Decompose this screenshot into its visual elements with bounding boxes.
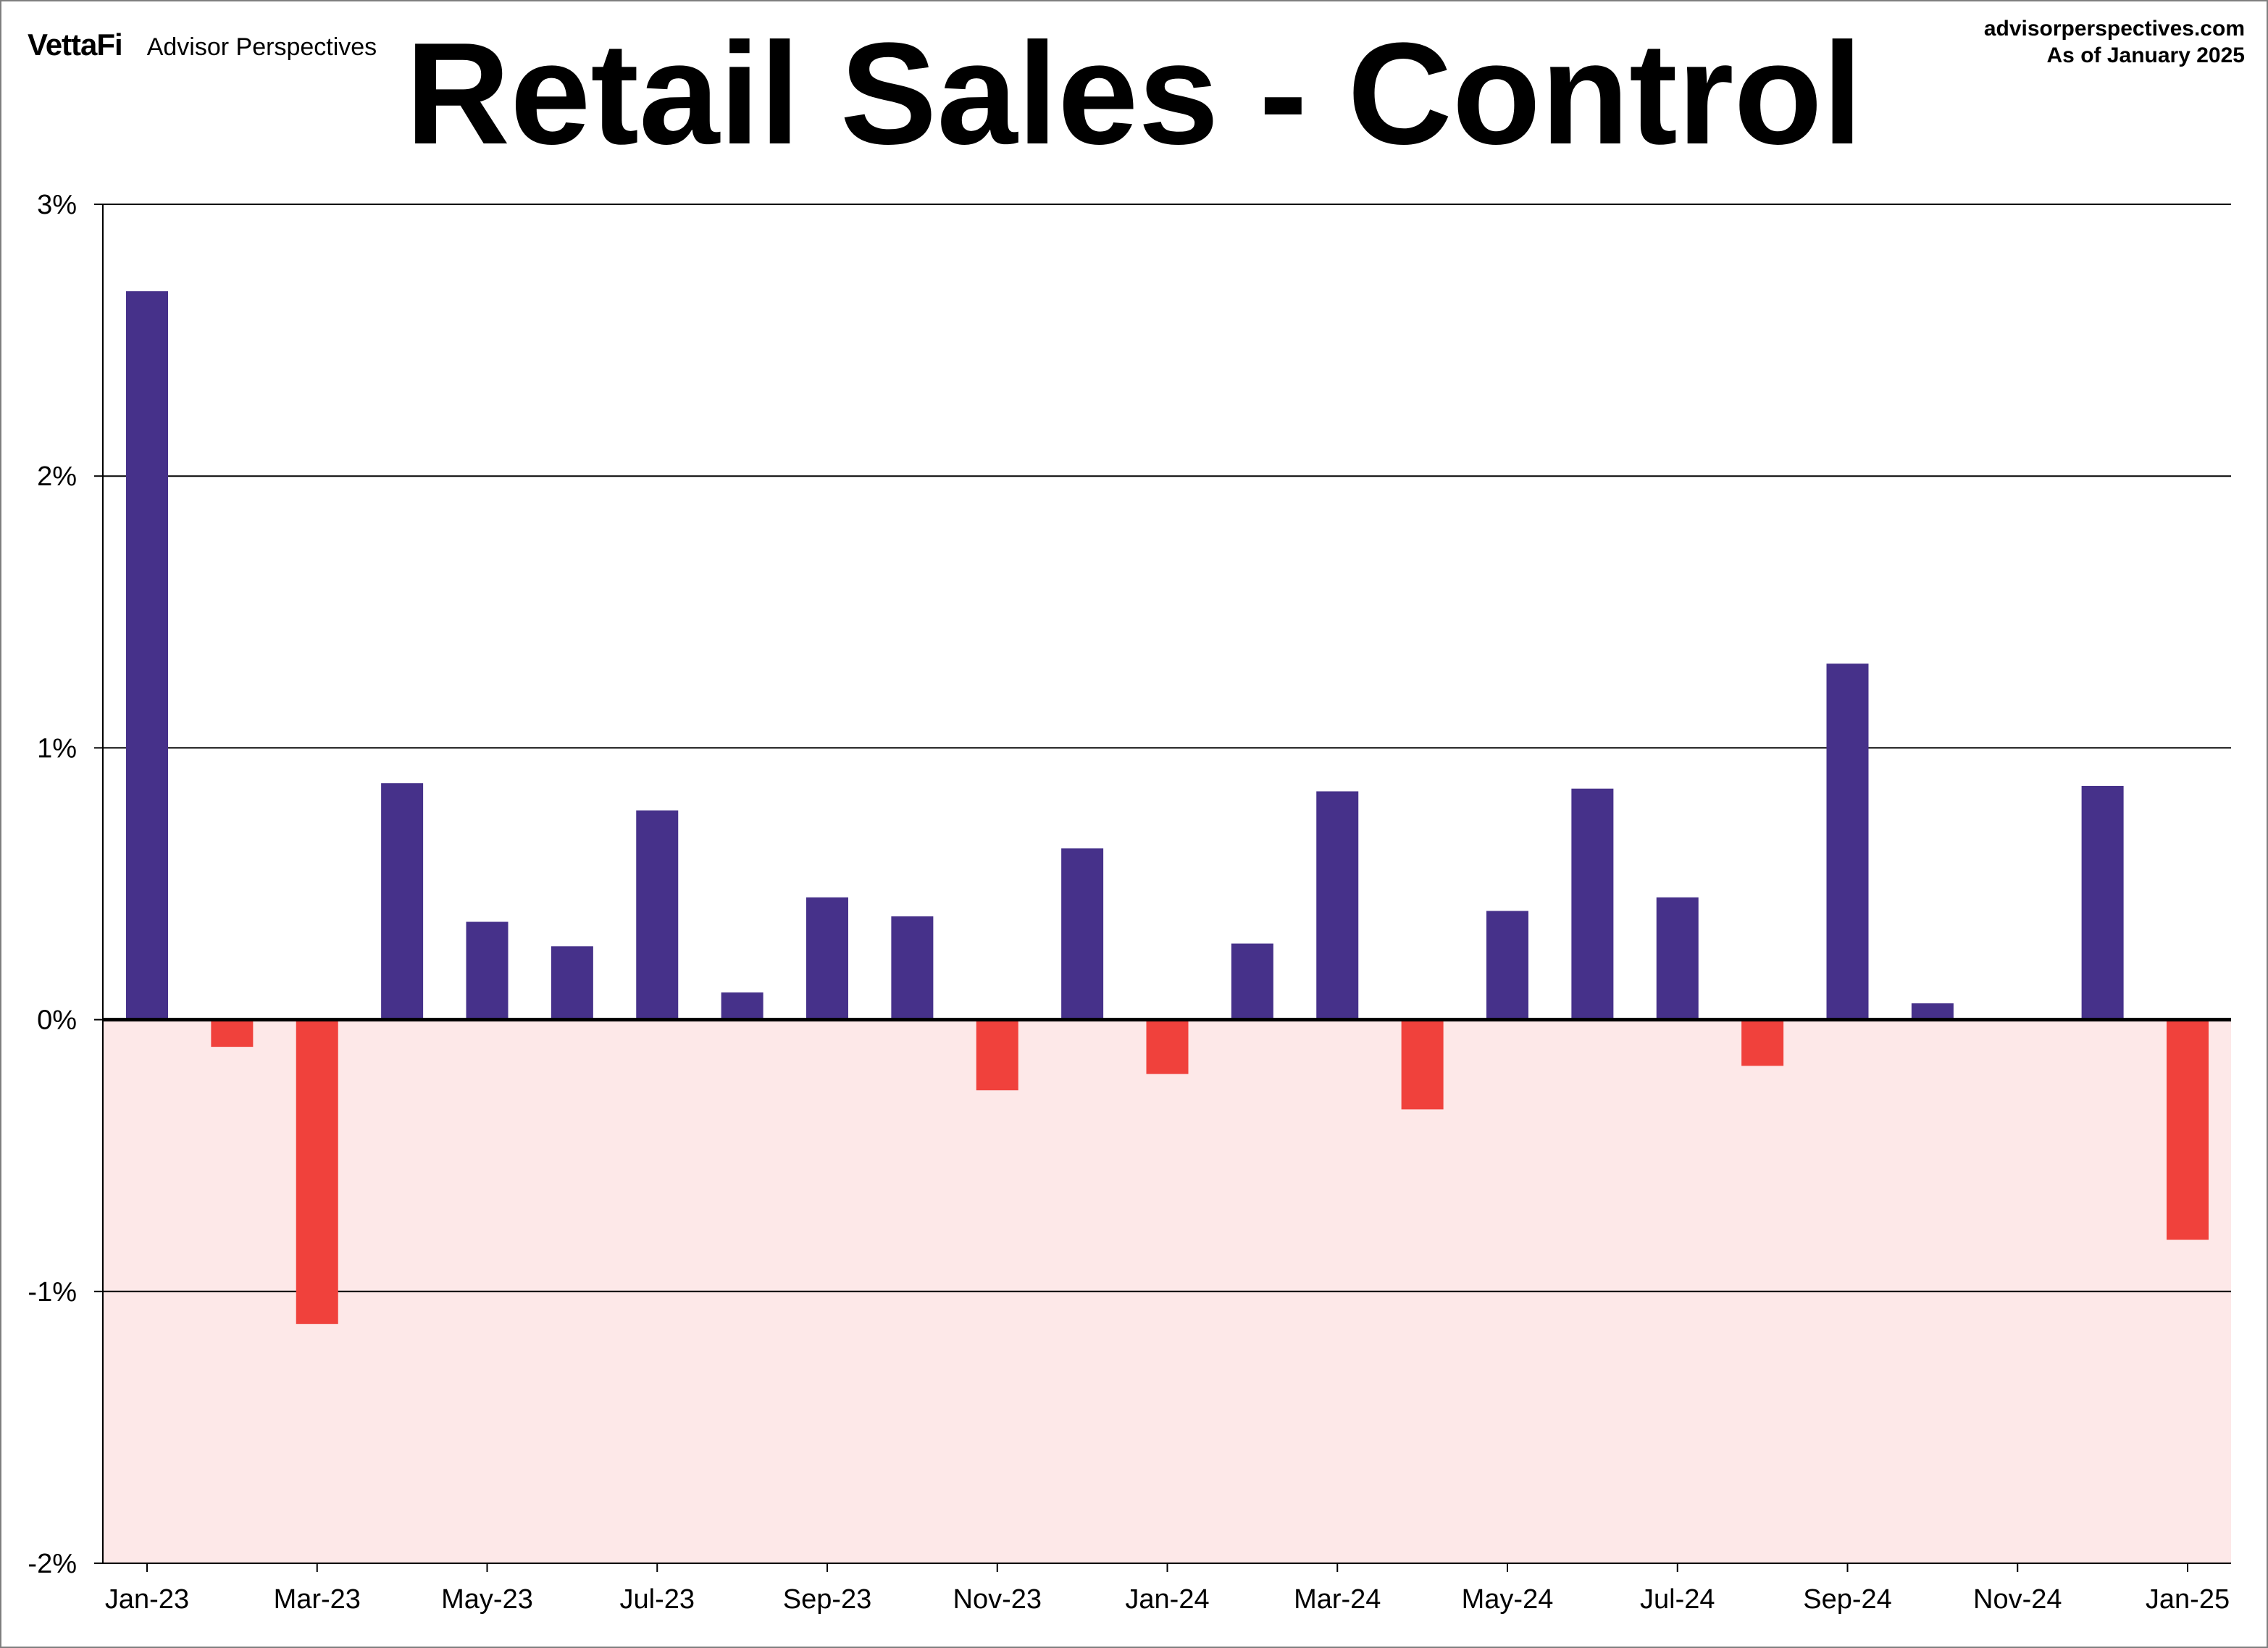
bar-Sep-23 bbox=[806, 897, 848, 1020]
x-tick-label-Mar-23: Mar-23 bbox=[274, 1584, 361, 1615]
x-tick-label-Sep-23: Sep-23 bbox=[783, 1584, 872, 1615]
bar-Mar-23 bbox=[296, 1019, 338, 1324]
bar-Dec-23 bbox=[1061, 848, 1104, 1020]
source-site: advisorperspectives.com bbox=[1983, 17, 2245, 41]
bar-May-23 bbox=[466, 921, 509, 1020]
x-tick-label-Sep-24: Sep-24 bbox=[1803, 1584, 1892, 1615]
bar-Jan-25 bbox=[2167, 1019, 2209, 1240]
bar-Jan-23 bbox=[126, 291, 168, 1020]
bar-Jul-23 bbox=[636, 810, 679, 1020]
bar-Aug-24 bbox=[1741, 1019, 1784, 1066]
bar-Oct-24 bbox=[1911, 1003, 1954, 1020]
x-tick-label-Nov-23: Nov-23 bbox=[953, 1584, 1042, 1615]
bar-Apr-24 bbox=[1401, 1019, 1444, 1110]
source-block: advisorperspectives.com As of January 20… bbox=[1984, 16, 2245, 69]
x-tick-label-May-23: May-23 bbox=[441, 1584, 533, 1615]
brand-name: Advisor Perspectives bbox=[146, 33, 377, 61]
vettafi-logo: VettaFi bbox=[28, 28, 123, 62]
bar-Feb-23 bbox=[211, 1019, 254, 1047]
bar-Aug-23 bbox=[721, 992, 763, 1020]
x-tick-label-Jan-23: Jan-23 bbox=[105, 1584, 189, 1615]
bar-Jan-24 bbox=[1146, 1019, 1189, 1074]
bar-Feb-24 bbox=[1231, 943, 1273, 1020]
x-tick-label-Jul-24: Jul-24 bbox=[1640, 1584, 1715, 1615]
bar-Jun-24 bbox=[1571, 788, 1614, 1020]
y-axis-ticks: 3% 2% 1% 0% -1% -2% bbox=[28, 190, 103, 1579]
x-tick-label-Nov-24: Nov-24 bbox=[1973, 1584, 2062, 1615]
brand-header: VettaFi Advisor Perspectives bbox=[28, 28, 377, 62]
bar-Jun-23 bbox=[551, 946, 593, 1020]
chart-title: Retail Sales - Control bbox=[405, 13, 1863, 175]
y-tick-label-2: 1% bbox=[37, 733, 77, 764]
bar-Sep-24 bbox=[1826, 664, 1869, 1020]
y-tick-label-0: 3% bbox=[37, 190, 77, 220]
y-tick-label-5: -2% bbox=[28, 1549, 77, 1579]
bars bbox=[126, 291, 2209, 1324]
x-tick-label-Jan-25: Jan-25 bbox=[2146, 1584, 2230, 1615]
x-tick-label-Mar-24: Mar-24 bbox=[1294, 1584, 1381, 1615]
bar-Apr-23 bbox=[381, 783, 424, 1020]
as-of-date: As of January 2025 bbox=[2046, 43, 2245, 67]
bar-May-24 bbox=[1486, 911, 1528, 1020]
bar-Dec-24 bbox=[2081, 785, 2124, 1020]
bar-Jul-24 bbox=[1656, 897, 1699, 1020]
y-tick-label-1: 2% bbox=[37, 461, 77, 492]
x-axis-ticks: Jan-23 Mar-23 May-23 Jul-23 Sep-23 Nov-23 Jan-… bbox=[105, 1563, 2230, 1615]
x-tick-label-Jul-23: Jul-23 bbox=[620, 1584, 695, 1615]
bar-Mar-24 bbox=[1316, 791, 1359, 1020]
x-tick-label-May-24: May-24 bbox=[1462, 1584, 1554, 1615]
bar-Oct-23 bbox=[891, 916, 934, 1020]
y-tick-label-4: -1% bbox=[28, 1277, 77, 1308]
bar-Nov-23 bbox=[976, 1019, 1018, 1091]
y-tick-label-3: 0% bbox=[37, 1005, 77, 1036]
x-tick-label-Jan-24: Jan-24 bbox=[1125, 1584, 1209, 1615]
